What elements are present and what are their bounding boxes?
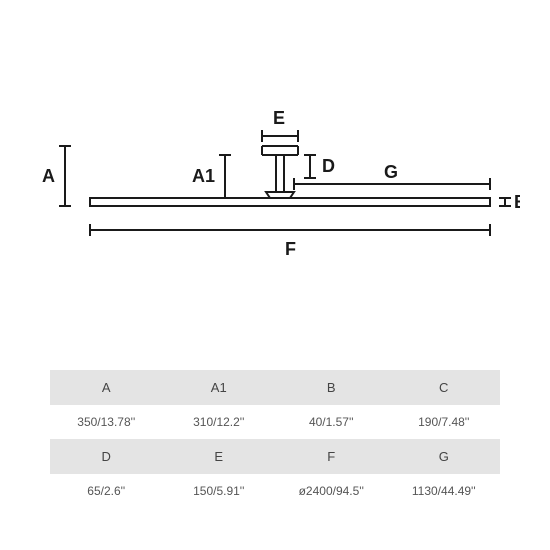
col-head: A (50, 370, 163, 405)
col-head: C (388, 370, 501, 405)
label-E: E (273, 108, 285, 128)
col-head: A1 (163, 370, 276, 405)
cell: ø2400/94.5'' (275, 474, 388, 508)
cell: 310/12.2'' (163, 405, 276, 439)
col-head: E (163, 439, 276, 474)
table-header-row-2: D E F G (50, 439, 500, 474)
dimension-diagram: A A1 E D G B F (30, 100, 520, 280)
cell: 190/7.48'' (388, 405, 501, 439)
cell: 150/5.91'' (163, 474, 276, 508)
label-B: B (514, 192, 520, 212)
label-G: G (384, 162, 398, 182)
blade-outline (90, 198, 490, 206)
col-head: D (50, 439, 163, 474)
label-A1: A1 (192, 166, 215, 186)
table-header-row-1: A A1 B C (50, 370, 500, 405)
col-head: B (275, 370, 388, 405)
table-value-row-2: 65/2.6'' 150/5.91'' ø2400/94.5'' 1130/44… (50, 474, 500, 508)
dimensions-table: A A1 B C 350/13.78'' 310/12.2'' 40/1.57'… (50, 370, 500, 508)
label-A: A (42, 166, 55, 186)
cell: 40/1.57'' (275, 405, 388, 439)
cell: 350/13.78'' (50, 405, 163, 439)
col-head: G (388, 439, 501, 474)
col-head: F (275, 439, 388, 474)
label-D: D (322, 156, 335, 176)
cell: 1130/44.49'' (388, 474, 501, 508)
table-value-row-1: 350/13.78'' 310/12.2'' 40/1.57'' 190/7.4… (50, 405, 500, 439)
cell: 65/2.6'' (50, 474, 163, 508)
label-F: F (285, 239, 296, 259)
